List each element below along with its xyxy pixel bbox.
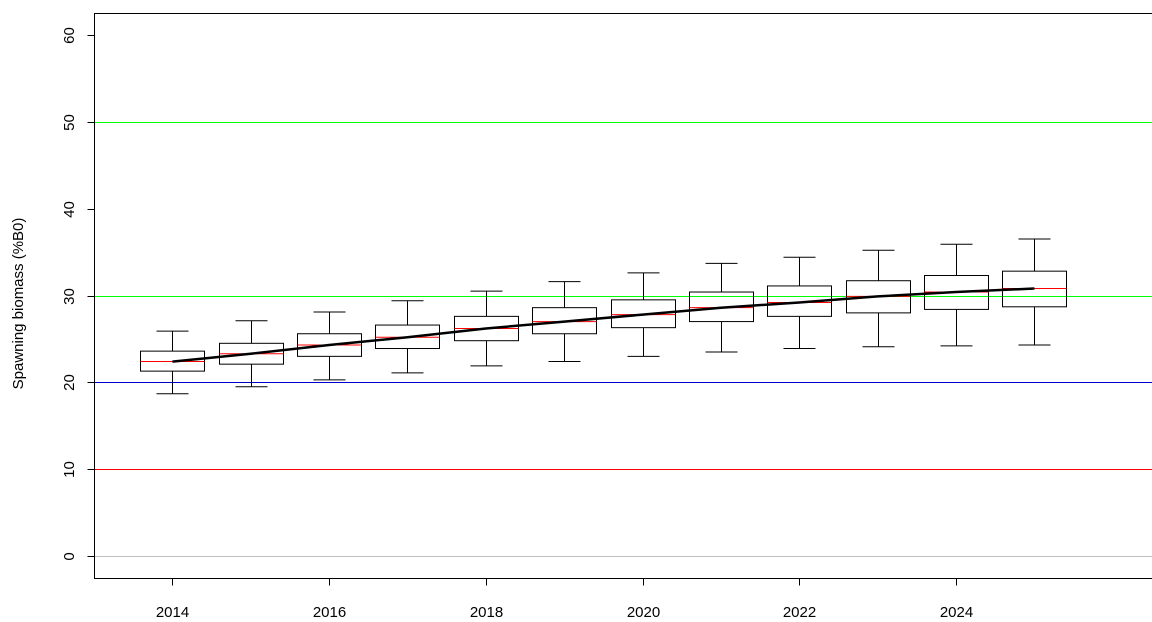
y-axis-label: Spawning biomass (%B0) [10, 218, 27, 390]
box-series [140, 238, 1067, 395]
box-2024 [924, 243, 989, 347]
x-axis: 2014 2016 2018 2020 2022 2024 [156, 578, 973, 621]
x-tick-label-2022: 2022 [783, 604, 816, 621]
box-iqr [689, 291, 754, 323]
box-2018 [454, 290, 519, 367]
y-tick-label-30: 30 [61, 288, 78, 305]
x-tick-label-2020: 2020 [627, 604, 660, 621]
box-2020 [611, 272, 676, 357]
box-2019 [532, 281, 597, 363]
box-2021 [689, 262, 754, 353]
box-2015 [219, 320, 284, 388]
reference-lines [94, 122, 1152, 557]
y-tick-label-40: 40 [61, 201, 78, 218]
y-tick-label-60: 60 [61, 27, 78, 44]
y-tick-label-0: 0 [61, 552, 78, 560]
x-tick-label-2016: 2016 [313, 604, 346, 621]
x-tick-label-2018: 2018 [470, 604, 503, 621]
x-tick-label-2014: 2014 [156, 604, 189, 621]
box-iqr [532, 307, 597, 335]
x-tick-label-2024: 2024 [940, 604, 973, 621]
box-2017 [375, 300, 440, 374]
box-2025 [1002, 238, 1067, 346]
box-iqr [611, 299, 676, 329]
box-2014 [140, 330, 205, 395]
y-axis: 0 10 20 30 40 50 60 [61, 27, 95, 561]
median-trend [172, 287, 1035, 363]
y-tick-label-20: 20 [61, 374, 78, 391]
y-tick-label-50: 50 [61, 114, 78, 131]
median-trend-line [172, 287, 1035, 363]
y-tick-label-10: 10 [61, 461, 78, 478]
